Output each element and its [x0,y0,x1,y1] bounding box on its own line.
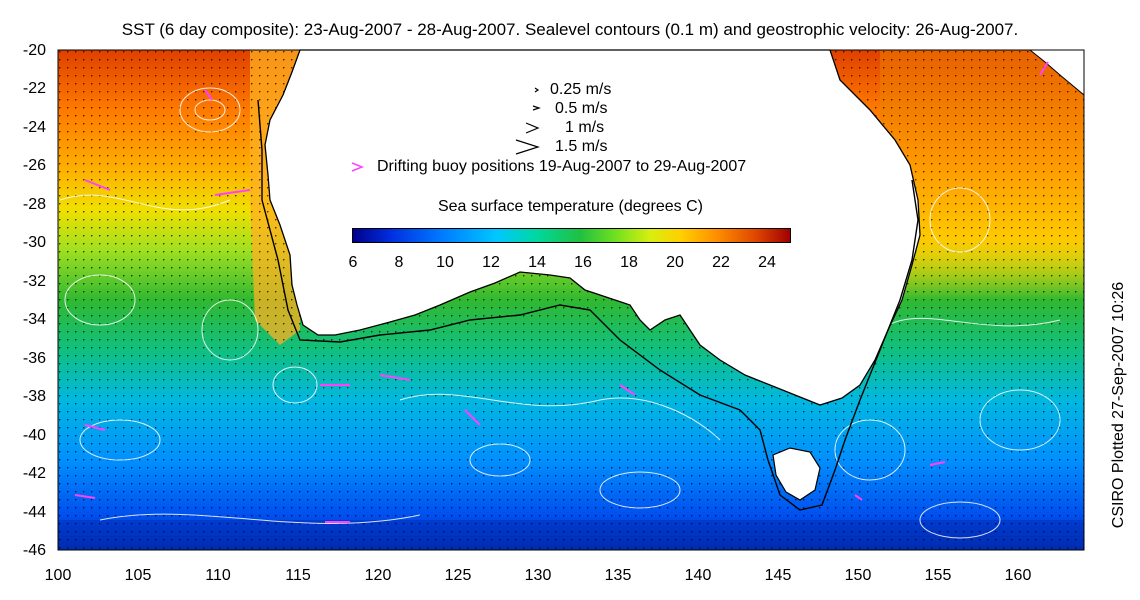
latitude-tick: -32 [22,273,46,290]
sst-colorbar [352,228,791,243]
latitude-tick: -34 [22,311,46,328]
latitude-tick: -46 [22,542,46,559]
longitude-tick: 160 [1004,567,1032,584]
velocity-legend-label: 1 m/s [565,119,605,136]
velocity-legend-label: 1.5 m/s [555,138,608,155]
colorbar-tick: 24 [758,254,776,271]
colorbar-tick: 22 [712,254,730,271]
shelf-break-line [257,99,919,511]
colorbar-tick: 8 [394,254,404,271]
longitude-tick: 100 [44,567,72,584]
sealevel-contours [59,87,1061,539]
latitude-tick: -38 [22,388,46,405]
australia-landmass [264,49,921,406]
plot-credit: CSIRO Plotted 27-Sep-2007 10:26 [1110,281,1127,529]
longitude-tick: 135 [604,567,632,584]
latitude-tick: -22 [22,80,46,97]
longitude-tick: 145 [764,567,792,584]
latitude-tick: -36 [22,350,46,367]
colorbar-tick: 10 [436,254,454,271]
latitude-tick: -26 [22,157,46,174]
longitude-tick: 105 [124,567,152,584]
velocity-legend-label: 0.25 m/s [550,81,612,98]
longitude-tick: 110 [205,567,231,584]
tasmania-landmass [772,447,821,501]
latitude-tick: -30 [22,234,46,251]
latitude-tick: -24 [22,119,46,136]
colorbar-tick: 18 [620,254,638,271]
longitude-tick: 115 [285,567,311,584]
longitude-tick: 130 [524,567,552,584]
longitude-tick: 140 [684,567,712,584]
latitude-tick: -28 [22,196,46,213]
map-title: SST (6 day composite): 23-Aug-2007 - 28-… [121,20,1019,39]
longitude-tick: 120 [364,567,392,584]
latitude-tick: -44 [22,504,46,521]
longitude-tick: 125 [444,567,472,584]
latitude-tick: -42 [22,465,46,482]
longitude-tick: 155 [924,567,952,584]
colorbar-tick: 12 [482,254,500,271]
latitude-tick: -20 [22,42,46,59]
velocity-legend-arrows [515,87,541,155]
colorbar-tick: 20 [666,254,684,271]
colorbar-title: Sea surface temperature (degrees C) [437,198,703,215]
colorbar-tick: 14 [528,254,546,271]
latitude-tick: -40 [22,427,46,444]
longitude-tick: 150 [844,567,872,584]
velocity-legend-label: 0.5 m/s [555,100,608,117]
buoy-legend-label: Drifting buoy positions 19-Aug-2007 to 2… [377,158,747,175]
colorbar-tick: 6 [348,254,358,271]
buoy-legend-marker [351,162,365,172]
buoy-tracks [74,61,1049,523]
colorbar-tick: 16 [574,254,592,271]
